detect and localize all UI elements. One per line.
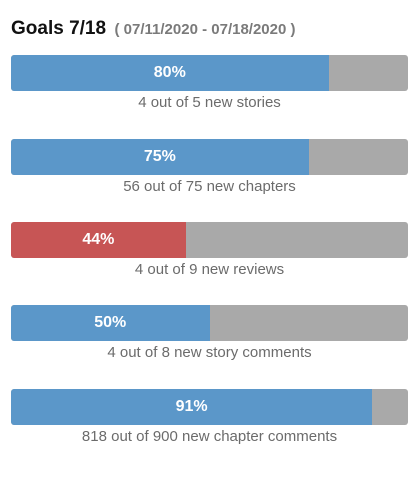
percent-label: 91% [175,398,208,415]
date-range: ( 07/11/2020 - 07/18/2020 ) [114,21,296,38]
percent-label: 75% [143,148,176,165]
progress-fill: 75% [11,139,309,175]
percent-label: 80% [153,64,186,81]
goal-caption: 56 out of 75 new chapters [123,178,296,195]
page-title: Goals 7/18 [11,18,107,39]
goal-item-stories: 80% 4 out of 5 new stories [11,55,408,112]
goal-caption: 818 out of 900 new chapter comments [81,428,338,445]
goal-caption: 4 out of 5 new stories [138,94,281,111]
goal-item-chapter-comments: 91% 818 out of 900 new chapter comments [11,389,408,446]
progress-fill: 80% [11,55,329,91]
goal-item-story-comments: 50% 4 out of 8 new story comments [11,305,408,362]
goal-item-reviews: 44% 4 out of 9 new reviews [11,222,408,279]
progress-bar: 75% [11,139,408,175]
goals-header: Goals 7/18 ( 07/11/2020 - 07/18/2020 ) [11,18,296,40]
progress-fill: 44% [11,222,186,258]
goal-caption: 4 out of 9 new reviews [134,261,285,278]
progress-bar: 91% [11,389,408,425]
goal-item-chapters: 75% 56 out of 75 new chapters [11,139,408,196]
progress-bar: 80% [11,55,408,91]
progress-fill: 91% [11,389,373,425]
progress-bar: 50% [11,305,408,341]
percent-label: 44% [82,231,115,248]
goal-caption: 4 out of 8 new story comments [107,344,312,361]
percent-label: 50% [94,314,127,331]
progress-bar: 44% [11,222,408,258]
progress-fill: 50% [11,305,210,341]
